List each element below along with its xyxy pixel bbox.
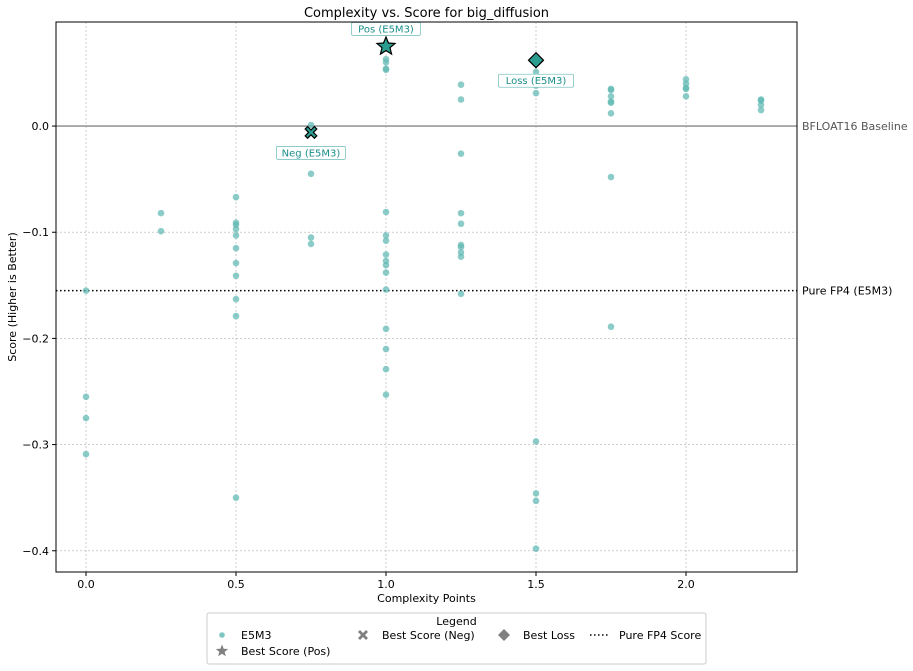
y-tick-label: −0.2 [22,332,49,345]
data-point [607,173,615,181]
data-point [82,414,90,422]
legend-entry-label: Pure FP4 Score [619,629,701,642]
reference-line-label: Pure FP4 (E5M3) [802,285,892,298]
annotation-label: Pos (E5M3) [358,24,414,35]
data-point [82,393,90,401]
legend-star-marker [215,644,229,657]
data-point [157,227,165,235]
data-point [307,170,315,178]
data-point [382,261,390,269]
data-point [532,68,540,76]
data-point [232,312,240,320]
diamond-marker [527,51,545,69]
data-point [457,150,465,157]
data-point [607,99,615,106]
x-tick-label: 0.0 [77,578,95,591]
legend-box [206,612,707,665]
plot-frame [55,21,798,573]
star-marker [375,35,397,56]
data-point [532,497,540,505]
legend-entry-label: Best Score (Neg) [382,629,475,642]
data-point [457,253,465,260]
data-point [232,259,240,267]
x-marker [304,125,318,140]
data-point [232,494,240,501]
data-point [382,325,390,333]
x-tick-label: 2.0 [677,578,695,591]
data-point [382,59,390,66]
x-tick-label: 0.5 [227,578,245,591]
annotation-box [498,73,574,88]
data-point [232,295,240,303]
data-point [307,240,315,248]
data-point [232,193,240,201]
x-axis-label: Complexity Points [377,592,476,605]
reference-lines: BFLOAT16 Baseline Pure FP4 (E5M3) [56,120,908,298]
y-tick-label: −0.1 [22,226,49,239]
legend-title: Legend [436,615,476,628]
data-point [307,234,315,241]
data-point [232,244,240,252]
data-point [382,365,390,373]
data-point [307,121,315,129]
data-point [382,66,390,74]
legend-diamond-marker [498,629,510,641]
data-point [607,110,615,117]
reference-line-label: BFLOAT16 Baseline [802,120,908,133]
axes: 0.0 0.5 1.0 1.5 2.0 0.0 −0.1 −0.2 −0.3 −0.4 [22,21,798,591]
data-point [382,391,390,398]
data-point [532,545,540,552]
data-point [382,237,390,245]
data-point [382,232,390,239]
y-axis-label: Score (Higher is Better) [6,232,19,361]
data-point [607,93,615,100]
data-point [157,209,165,217]
legend-entry-label: E5M3 [241,629,271,642]
annotation-label: Neg (E5M3) [282,148,341,159]
x-tick-label: 1.5 [527,578,545,591]
data-point [457,220,465,228]
data-point [382,345,390,353]
data-point [457,243,465,251]
data-point [232,225,240,233]
legend-entry-label: Best Score (Pos) [241,645,330,658]
highlight-markers: Pos (E5M3) Neg (E5M3) Loss (E5M3) [276,22,574,160]
y-tick-label: −0.3 [22,439,49,452]
data-point [757,101,765,109]
annotation-box [276,146,346,160]
y-tick-label: −0.4 [22,545,49,558]
data-point [457,81,465,88]
grid-layer [56,22,797,572]
legend: Legend E5M3 Best Score (Neg) Best Loss Pure … [206,612,707,665]
data-point [382,269,390,276]
data-point [457,96,465,103]
x-tick-label: 1.0 [377,578,395,591]
y-tick-label: 0.0 [32,120,50,133]
data-point [532,89,540,97]
data-point [382,286,390,293]
legend-x-marker [358,630,368,640]
chart-title: Complexity vs. Score for big_diffusion [304,6,549,21]
data-point [382,251,390,258]
legend-dot-marker [219,632,225,638]
data-point [382,208,390,216]
data-point [682,93,690,100]
annotation-label: Loss (E5M3) [506,76,567,87]
data-point [532,438,540,445]
data-point [232,272,240,280]
data-point [457,290,465,298]
data-point [682,85,690,93]
data-point [532,490,540,497]
data-point [607,323,615,331]
legend-entry-label: Best Loss [523,629,575,642]
data-point [457,209,465,217]
data-point [757,106,765,114]
data-points [82,55,765,552]
data-point [607,86,615,94]
data-point [82,287,90,294]
data-point [82,450,90,458]
data-point [232,232,240,239]
